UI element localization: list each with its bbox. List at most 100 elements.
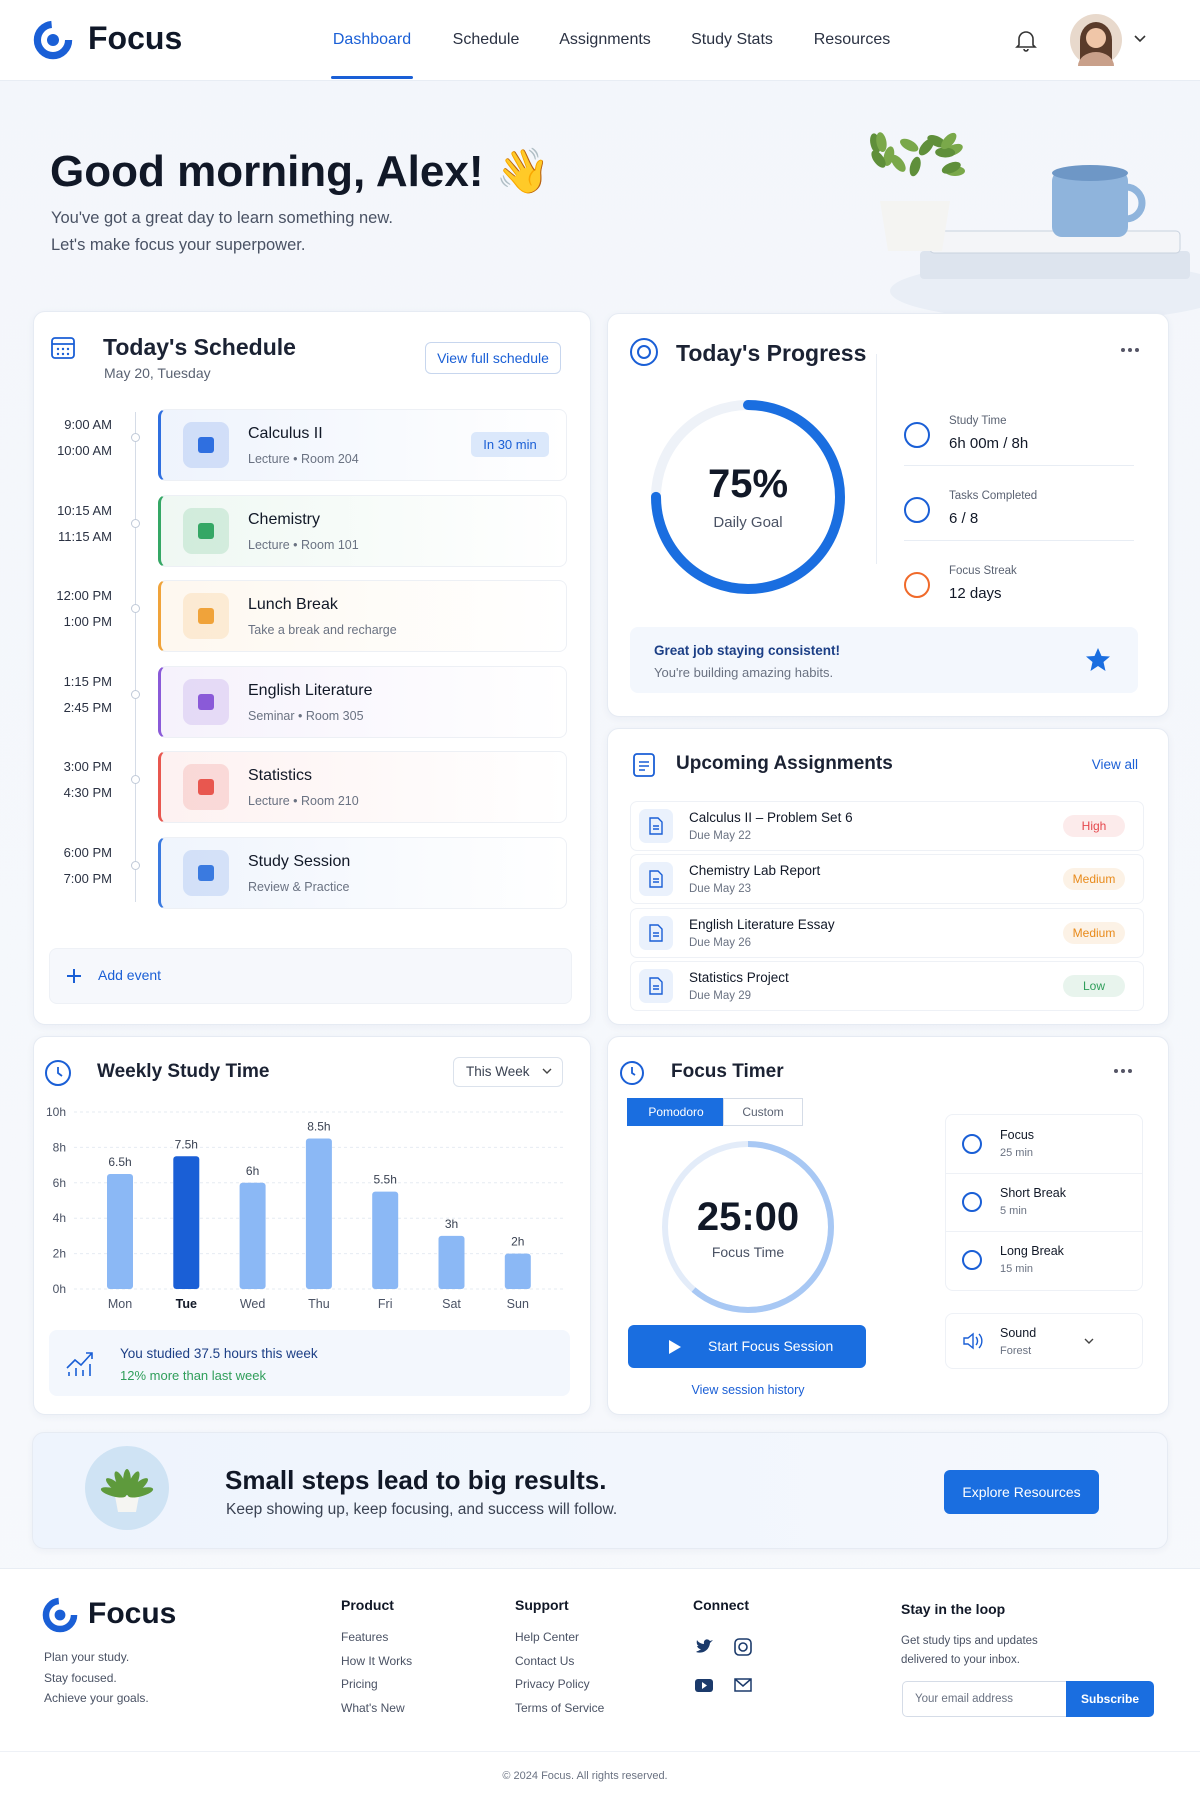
event-row[interactable]: Calculus II Lecture • Room 204 In 30 min: [158, 409, 567, 481]
banner: Small steps lead to big results. Keep sho…: [32, 1432, 1168, 1549]
plant-icon: [85, 1446, 169, 1530]
sound-value: Forest: [1000, 1345, 1032, 1357]
event-icon: [183, 593, 229, 639]
divider: [904, 540, 1134, 541]
shape: [891, 154, 906, 172]
footer-link[interactable]: Terms of Service: [515, 1700, 605, 1715]
event-row[interactable]: Chemistry Lecture • Room 101: [158, 494, 567, 567]
value-label: 6h: [246, 1164, 259, 1178]
shape: [1078, 52, 1114, 66]
tagline: Stay focused.: [44, 1670, 117, 1685]
footer-link[interactable]: Features: [341, 1630, 389, 1644]
shape: [1052, 165, 1128, 181]
mode-row[interactable]: Focus 25 min: [946, 1115, 1142, 1174]
subscribe-button[interactable]: Subscribe: [1066, 1681, 1154, 1717]
start-button[interactable]: Start Focus Session: [628, 1325, 866, 1368]
view-all[interactable]: View all: [1091, 757, 1138, 772]
y-tick-label: 0h: [53, 1282, 66, 1296]
nav-item[interactable]: Resources: [813, 31, 891, 48]
shape: [918, 138, 934, 156]
event-row[interactable]: Lunch Break Take a break and recharge: [158, 580, 567, 652]
nav-item[interactable]: Study Stats: [691, 31, 773, 48]
shape: [56, 352, 60, 356]
assignment-icon: [639, 915, 673, 950]
timeline-dot: [131, 518, 140, 528]
shape: [904, 422, 930, 448]
shape: [963, 1332, 983, 1350]
shape: [1015, 31, 1037, 52]
assignment-title: Statistics Project: [689, 970, 789, 986]
nav-item[interactable]: Dashboard: [332, 31, 412, 48]
shape: [42, 1597, 78, 1633]
x-tick-label: Tue: [176, 1297, 197, 1311]
priority-badge: Medium: [1063, 868, 1125, 891]
icon: [1114, 1069, 1132, 1073]
weekly-card: Weekly Study Time This Week 0h 2h 4h 6h 8h 10h 6…: [33, 1036, 591, 1415]
shape: [633, 753, 655, 777]
event-start: 9:00 AM: [64, 417, 112, 432]
mode-row[interactable]: Short Break 5 min: [946, 1173, 1142, 1232]
message-box: Great job staying consistent! You're buil…: [630, 627, 1138, 693]
bar: [504, 1253, 531, 1289]
event-row[interactable]: Statistics Lecture • Room 210: [158, 751, 567, 823]
icon: [198, 608, 214, 624]
nav-item[interactable]: Schedule: [452, 31, 520, 48]
sound-box[interactable]: Sound Forest: [945, 1313, 1143, 1369]
bar: [107, 1173, 133, 1289]
banner-text: Keep showing up, keep focusing, and succ…: [226, 1501, 618, 1518]
bar: [438, 1235, 465, 1289]
assignment-row[interactable]: English Literature Essay Due May 26 Medium: [630, 907, 1144, 958]
header: Focus Dashboard Schedule Assignments Study S…: [0, 0, 1200, 81]
footer-link[interactable]: Help Center: [515, 1630, 580, 1644]
footer-link[interactable]: What's New: [341, 1700, 405, 1715]
event-title: Statistics: [248, 767, 313, 784]
progress-ring: [651, 400, 845, 594]
social-icon: [696, 1639, 713, 1653]
event-row[interactable]: English Literature Seminar • Room 305: [158, 665, 567, 738]
icon: [1121, 348, 1139, 352]
shape: [1114, 1069, 1118, 1073]
timer-tab[interactable]: Custom: [723, 1098, 803, 1126]
event-detail: Seminar • Room 305: [248, 708, 364, 723]
star-icon: [1086, 648, 1110, 671]
copyright: © 2024 Focus. All rights reserved.: [502, 1770, 668, 1782]
shape: [935, 147, 956, 158]
footer-link[interactable]: Contact Us: [515, 1653, 575, 1668]
priority-badge: Low: [1063, 975, 1125, 998]
link-button[interactable]: View full schedule: [425, 342, 561, 374]
shape: [1121, 1069, 1125, 1073]
range-select[interactable]: This Week: [453, 1057, 563, 1087]
sound-icon: [963, 1332, 983, 1350]
shape: [51, 337, 75, 359]
footer-link[interactable]: Pricing: [341, 1677, 378, 1692]
add-event[interactable]: Add event: [49, 948, 572, 1004]
divider: [904, 465, 1134, 466]
icon: [198, 522, 214, 539]
event-row[interactable]: Study Session Review & Practice: [158, 836, 567, 909]
banner-button[interactable]: Explore Resources: [944, 1470, 1099, 1514]
shape: [962, 1250, 982, 1270]
shape: [630, 338, 658, 366]
footer-link[interactable]: How It Works: [341, 1653, 413, 1668]
shape: [542, 1068, 552, 1074]
stat-label: Focus Streak: [949, 565, 1017, 577]
shape: [61, 352, 65, 356]
modes-box: Focus 25 min Short Break 5 min Long Break 15 …: [945, 1114, 1143, 1291]
assignment-row[interactable]: Chemistry Lab Report Due May 23 Medium: [630, 854, 1144, 905]
assignment-row[interactable]: Calculus II – Problem Set 6 Due May 22 Hig…: [630, 801, 1144, 851]
newsletter-title: Stay in the loop: [901, 1601, 1006, 1617]
icon: [649, 817, 663, 835]
timer-tab[interactable]: Pomodoro: [627, 1098, 725, 1126]
assignment-row[interactable]: Statistics Project Due May 29 Low: [630, 961, 1144, 1012]
nav-item[interactable]: Assignments: [559, 31, 651, 48]
email-input[interactable]: Your email address: [902, 1681, 1068, 1717]
add-event-label: Add event: [98, 967, 162, 983]
y-tick-label: 8h: [53, 1140, 66, 1154]
assignment-icon: [639, 969, 673, 1004]
history-link[interactable]: View session history: [691, 1383, 805, 1397]
shape: [662, 1141, 834, 1313]
mode-row[interactable]: Long Break 15 min: [946, 1231, 1142, 1289]
event-end: 11:15 AM: [58, 528, 112, 544]
shape: [1125, 183, 1146, 223]
footer-link[interactable]: Privacy Policy: [515, 1677, 590, 1692]
